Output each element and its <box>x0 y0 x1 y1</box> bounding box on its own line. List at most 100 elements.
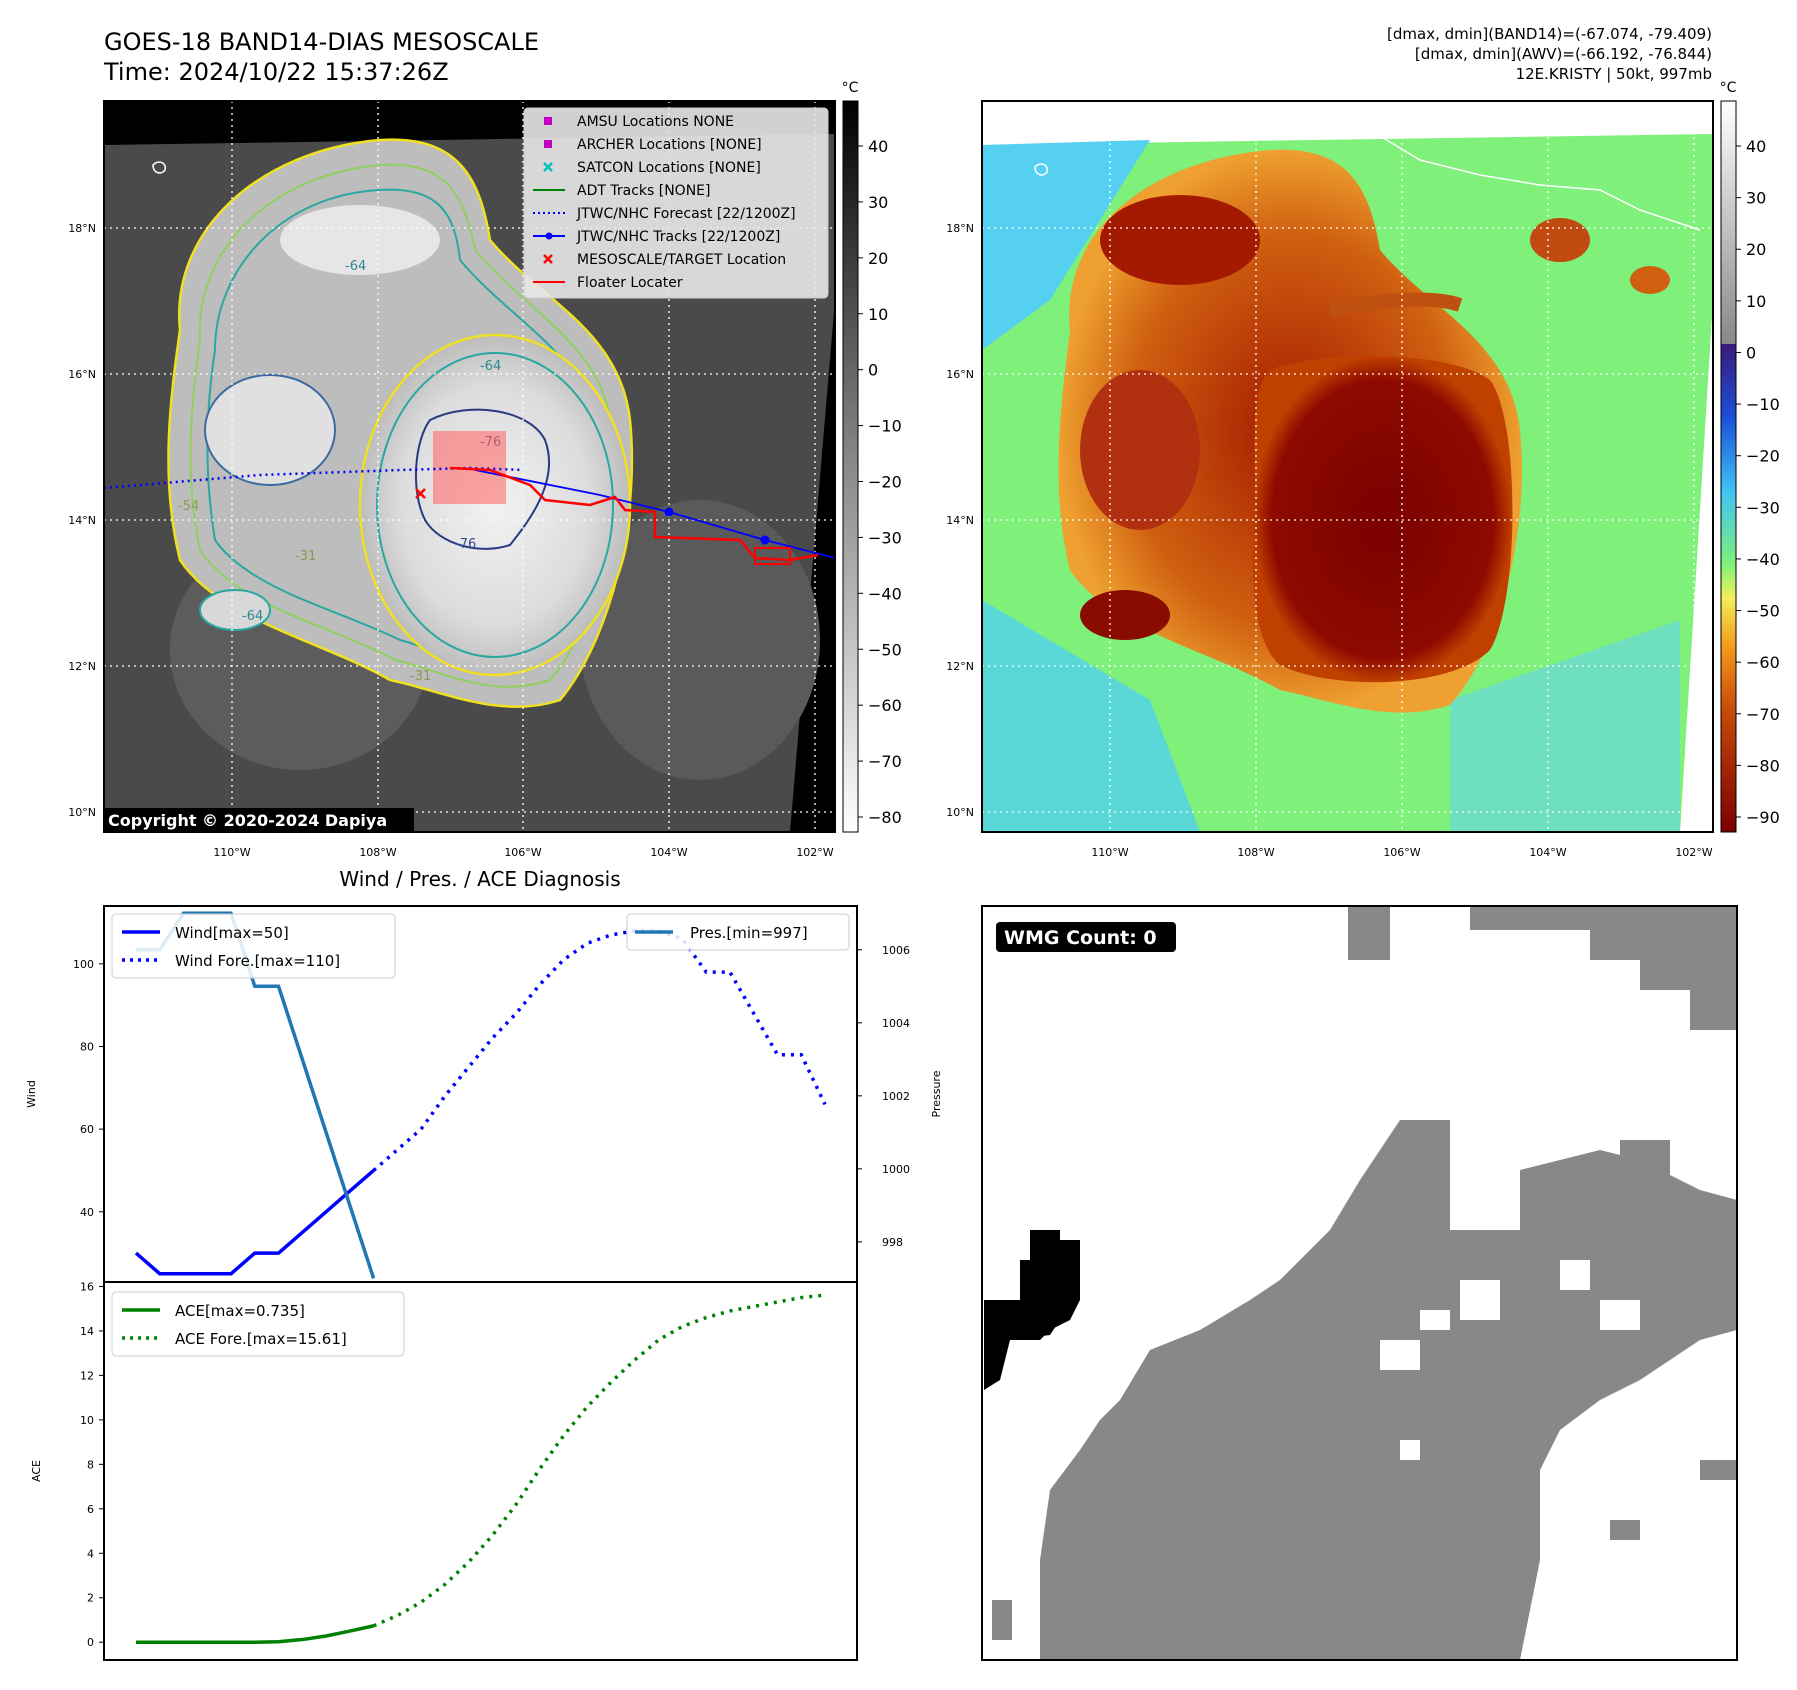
pressure-tick-label: 998 <box>882 1236 903 1249</box>
awv-cold-region <box>1450 620 1680 832</box>
map-legend-box <box>523 107 829 299</box>
lat-label: 16°N <box>946 368 974 381</box>
pressure-tick-label: 1002 <box>882 1090 910 1103</box>
target-location-marker <box>415 488 426 499</box>
island-outline <box>1034 163 1049 176</box>
best-track-point <box>664 507 674 517</box>
pressure-axis-label: Pressure <box>930 1070 943 1117</box>
colorbar-tick-label: −30 <box>1746 498 1780 517</box>
awv-colorbar-top <box>1721 101 1736 344</box>
colorbar-tick-label: −20 <box>868 473 902 492</box>
colorbar-tick-label: −50 <box>1746 602 1780 621</box>
colorbar-tick-label: 20 <box>1746 240 1766 259</box>
ace-tick-label: 2 <box>87 1592 94 1605</box>
contour-label: -54 <box>178 499 199 514</box>
lon-label: 110°W <box>213 846 250 859</box>
legend-label: ADT Tracks [NONE] <box>577 183 710 199</box>
floater-locater-cluster <box>754 547 791 565</box>
ir-cloud-patch <box>580 500 820 780</box>
legend-symbol-x <box>543 162 553 172</box>
colorbar-tick-label: −50 <box>868 640 902 659</box>
floater-locater-track <box>449 466 819 562</box>
legend-symbol-square <box>544 117 552 125</box>
wind-line <box>134 1169 375 1276</box>
island-outline <box>152 161 167 174</box>
legend-symbol-square <box>544 140 552 148</box>
figure-time: Time: 2024/10/22 15:37:26Z <box>103 58 449 86</box>
colorbar-tick-label: −80 <box>868 808 902 827</box>
ir-contour <box>376 352 614 658</box>
wind-tick-label: 60 <box>80 1123 94 1136</box>
awv-cold-cloud <box>1100 195 1260 285</box>
diagnosis-title: Wind / Pres. / ACE Diagnosis <box>339 867 620 891</box>
colorbar-tick-label: 0 <box>1746 343 1756 362</box>
lon-label: 104°W <box>1529 846 1566 859</box>
ace-tick-label: 10 <box>80 1414 94 1427</box>
pressure-legend: Pres.[min=997] <box>626 913 850 951</box>
ace-tick-label: 16 <box>80 1280 94 1293</box>
awv-colorbar: °C 40 30 20 10 0 −10 −20 −30 −40 −50 −60 −70 −80 −90 <box>1720 80 1780 833</box>
wmg-count-badge <box>996 922 1176 952</box>
wind-forecast-line <box>372 929 827 1172</box>
colorbar-tick-label: −40 <box>1746 550 1780 569</box>
legend-label: JTWC/NHC Forecast [22/1200Z] <box>576 206 796 222</box>
wind-tick-label: 100 <box>73 958 94 971</box>
colorbar-tick-label: 30 <box>1746 189 1766 208</box>
awv-map-panel <box>981 100 1714 833</box>
ace-tick-label: 14 <box>80 1325 94 1338</box>
pressure-tick-label: 1004 <box>882 1017 910 1030</box>
contour-label: -31 <box>295 549 316 564</box>
lon-label: 108°W <box>359 846 396 859</box>
awv-cold-region <box>982 600 1200 832</box>
wind-tick-label: 80 <box>80 1040 94 1053</box>
ace-tick-label: 12 <box>80 1369 94 1382</box>
copyright-box <box>104 808 414 832</box>
ace-tick-label: 0 <box>87 1636 94 1649</box>
awv-colorbar-bottom <box>1721 344 1736 832</box>
colorbar-tick-label: 10 <box>1746 292 1766 311</box>
colorbar-tick-label: −90 <box>1746 808 1780 827</box>
wmg-count-text: WMG Count: 0 <box>1004 927 1157 949</box>
awv-map-graticule <box>982 101 1713 832</box>
ace-tick-label: 4 <box>87 1547 94 1560</box>
ir-central-dense-overcast <box>358 333 632 677</box>
ir-colorbar: °C 40 30 20 10 0 −10 −20 −30 −40 −50 −60 −70 −80 <box>842 80 902 833</box>
wmg-white-gaps <box>1380 1260 1640 1460</box>
lat-label: 18°N <box>68 222 96 235</box>
ace-legend-label: ACE[max=0.735] <box>175 1302 305 1320</box>
lat-label: 10°N <box>946 806 974 819</box>
colorbar-tick-label: −20 <box>1746 447 1780 466</box>
wmg-panel: WMG Count: 0 <box>981 905 1738 1661</box>
ir-colorbar-unit: °C <box>842 80 859 96</box>
lon-label: 106°W <box>504 846 541 859</box>
legend-symbol-x <box>543 254 553 264</box>
ace-axis-label: ACE <box>30 1460 43 1482</box>
awv-cold-region <box>982 140 1150 350</box>
ace-tick-label: 6 <box>87 1503 94 1516</box>
contour-label: -64 <box>345 259 366 274</box>
map-legend: AMSU Locations NONE ARCHER Locations [NON… <box>523 107 829 299</box>
ir-colorbar-bar <box>842 100 859 833</box>
legend-label: MESOSCALE/TARGET Location <box>577 252 786 268</box>
colorbar-tick-label: −10 <box>1746 395 1780 414</box>
lat-label: 16°N <box>68 368 96 381</box>
lon-label: 108°W <box>1237 846 1274 859</box>
lat-label: 18°N <box>946 222 974 235</box>
lat-label: 14°N <box>68 514 96 527</box>
colorbar-tick-label: 40 <box>868 137 888 156</box>
wind-legend-label: Wind[max=50] <box>175 924 289 942</box>
lon-label: 104°W <box>650 846 687 859</box>
lat-label: 12°N <box>946 660 974 673</box>
coastline <box>1369 129 1701 231</box>
colorbar-tick-label: 0 <box>868 361 878 380</box>
contour-label: -31 <box>410 669 431 684</box>
awv-cold-cloud <box>1630 266 1670 294</box>
awv-cold-cloud <box>1530 218 1590 262</box>
ace-legend: ACE[max=0.735] ACE Fore.[max=15.61] <box>111 1291 405 1357</box>
ace-line <box>136 1624 374 1644</box>
pressure-legend-label: Pres.[min=997] <box>690 924 808 942</box>
legend-symbol-dot <box>545 232 553 240</box>
wmg-gray-cells <box>992 906 1737 1660</box>
colorbar-tick-label: 20 <box>868 249 888 268</box>
